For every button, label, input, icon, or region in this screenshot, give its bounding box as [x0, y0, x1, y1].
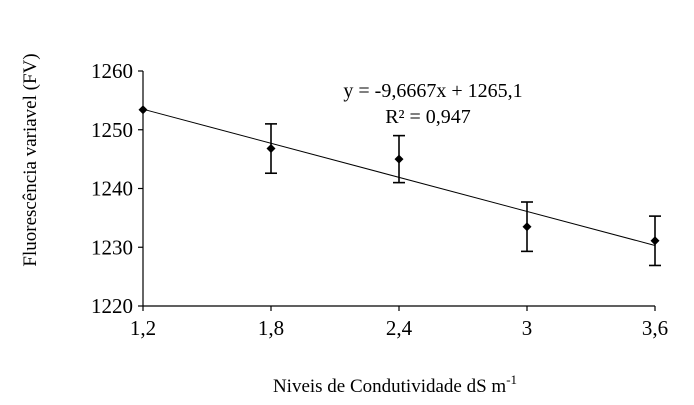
data-point	[522, 222, 532, 232]
x-axis-label: Niveis de Condutividade dS m-1	[273, 372, 517, 397]
trendline-equation: y = -9,6667x + 1265,1	[343, 80, 522, 102]
y-tick-label: 1240	[91, 177, 133, 201]
x-tick-label: 2,4	[386, 316, 413, 340]
data-point	[650, 236, 660, 246]
x-tick-label: 1,8	[258, 316, 284, 340]
x-tick-label: 3,6	[642, 316, 668, 340]
x-tick-label: 3	[522, 316, 533, 340]
y-tick-label: 1230	[91, 235, 133, 259]
x-axis-ticks: 1,2 1,8 2,4 3 3,6	[130, 306, 668, 340]
trendline-r-squared: R² = 0,947	[385, 106, 471, 128]
data-point	[138, 105, 148, 115]
x-axis-label-superscript: -1	[506, 372, 517, 387]
x-axis-label-main: Niveis de Condutividade dS m	[273, 376, 506, 397]
y-axis-ticks: 1220 1230 1240 1250 1260	[91, 59, 143, 318]
data-point	[394, 154, 404, 164]
y-tick-label: 1250	[91, 118, 133, 142]
x-tick-label: 1,2	[130, 316, 156, 340]
y-tick-label: 1220	[91, 294, 133, 318]
y-axis-label: Fluorescência variavel (FV)	[20, 53, 41, 266]
y-tick-label: 1260	[91, 59, 133, 83]
data-point	[266, 144, 276, 154]
data-points	[138, 105, 660, 246]
